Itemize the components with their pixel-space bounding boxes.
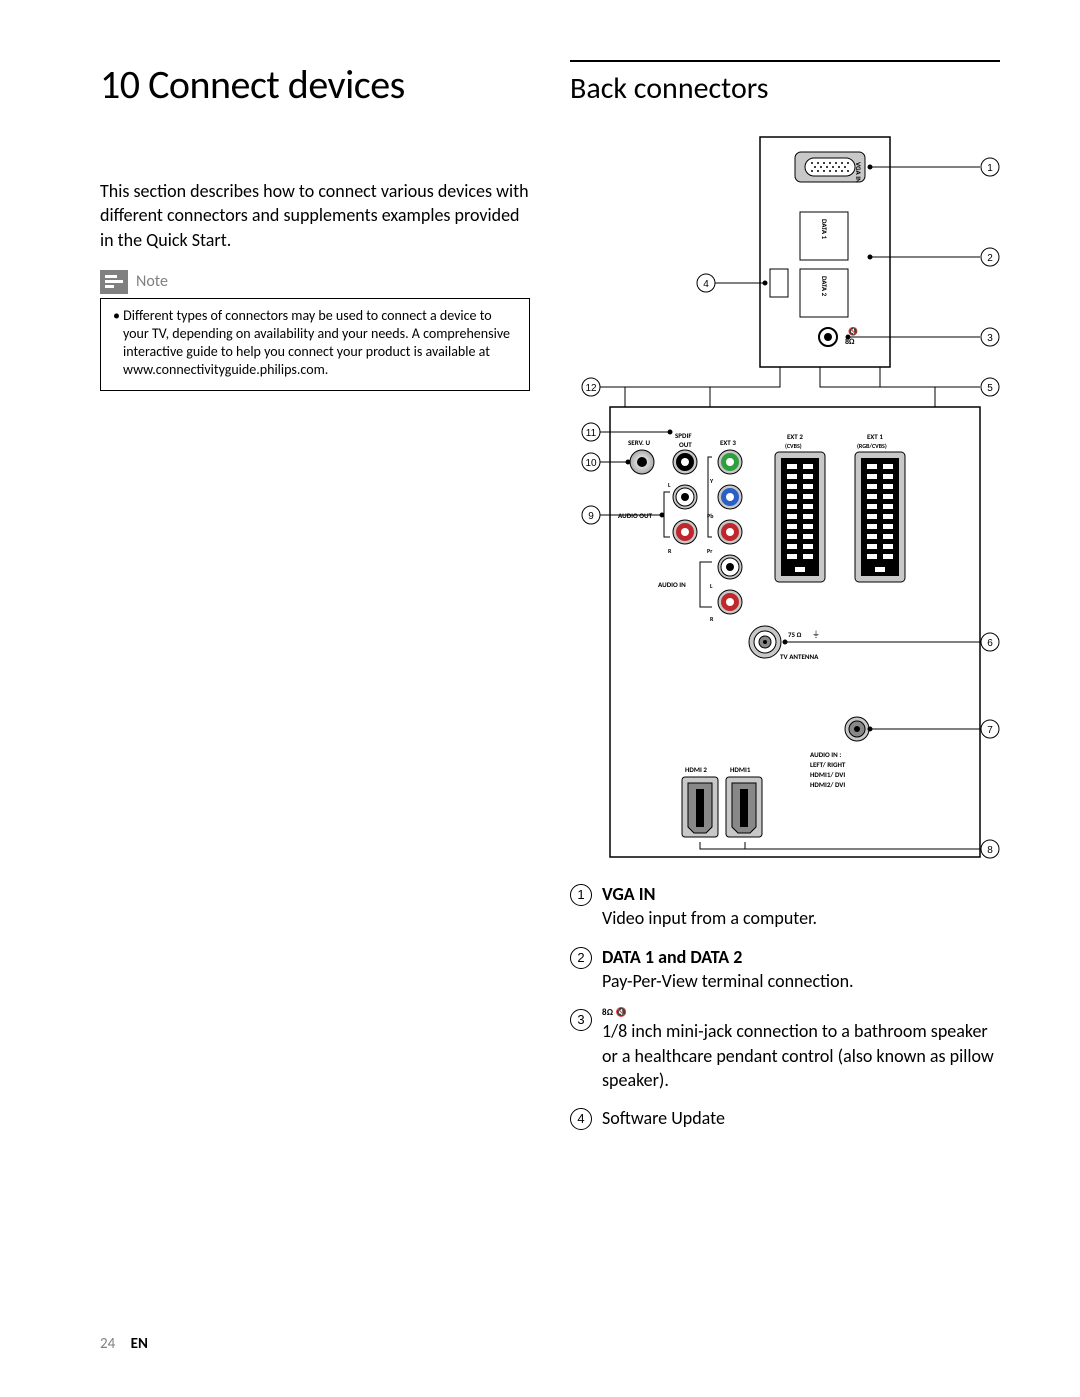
svg-text:3: 3 [987, 333, 993, 344]
connector-diagram: VGA IN DATA 1 DATA 2 🔇 8Ω [570, 127, 1000, 862]
callout-7: 7 [981, 720, 999, 738]
note-box: Different types of connectors may be use… [100, 298, 530, 391]
legend-desc: Video input from a computer. [602, 906, 817, 930]
legend-number: 4 [570, 1108, 592, 1130]
callout-9: 9 [582, 506, 600, 524]
legend-list: 1 VGA IN Video input from a computer. 2 … [570, 882, 1000, 1131]
legend-number: 2 [570, 947, 592, 969]
chapter-name: Connect devices [148, 60, 405, 109]
svg-text:Y: Y [709, 477, 714, 485]
svg-text:R: R [710, 615, 714, 623]
svg-text:EXT 2: EXT 2 [787, 432, 803, 441]
svg-text:4: 4 [703, 279, 709, 290]
svg-text:L: L [710, 582, 713, 590]
callout-11: 11 [582, 423, 600, 441]
svg-text:2: 2 [987, 253, 993, 264]
svg-text:⏚: ⏚ [812, 630, 820, 640]
svg-text:LEFT/ RIGHT: LEFT/ RIGHT [810, 760, 846, 769]
svg-text:Pr: Pr [707, 547, 713, 555]
svg-text:EXT 1: EXT 1 [867, 432, 883, 441]
callout-8: 8 [981, 840, 999, 858]
svg-text:(RGB/CVBS): (RGB/CVBS) [857, 442, 887, 450]
legend-desc: 1/8 inch mini-jack connection to a bathr… [602, 1019, 1000, 1092]
legend-mini: 8Ω 🔇 [602, 1007, 1000, 1019]
svg-text:OUT: OUT [679, 440, 692, 449]
note-icon [100, 270, 128, 294]
callout-2: 2 [981, 248, 999, 266]
legend-item-4: 4 Software Update [570, 1106, 1000, 1130]
callout-3: 3 [981, 328, 999, 346]
chapter-number: 10 [100, 60, 140, 109]
svg-text:SERV. U: SERV. U [628, 438, 651, 447]
page-lang: EN [131, 1335, 148, 1353]
page-number: 24 [100, 1335, 115, 1353]
label-data2: DATA 2 [820, 276, 829, 297]
svg-text:9: 9 [588, 511, 594, 522]
callout-12: 12 [582, 378, 600, 396]
svg-text:HDMI1: HDMI1 [730, 765, 751, 774]
callout-6: 6 [981, 633, 999, 651]
svg-text:AUDIO IN :: AUDIO IN : [810, 750, 841, 759]
right-column: Back connectors [570, 60, 1000, 1145]
note-label: Note [136, 272, 168, 291]
legend-title: DATA 1 and DATA 2 [602, 945, 854, 969]
svg-text:75 Ω: 75 Ω [788, 630, 802, 639]
callout-5: 5 [981, 378, 999, 396]
callout-4: 4 [697, 274, 715, 292]
legend-item-2: 2 DATA 1 and DATA 2 Pay-Per-View termina… [570, 945, 1000, 994]
page-footer: 24 EN [100, 1335, 148, 1353]
legend-number: 3 [570, 1009, 592, 1031]
callout-1: 1 [981, 158, 999, 176]
note-text: Different types of connectors may be use… [113, 307, 517, 380]
svg-text:R: R [668, 547, 672, 555]
svg-text:HDMI2/ DVI: HDMI2/ DVI [810, 780, 845, 789]
left-column: 10 Connect devices This section describe… [100, 60, 530, 1145]
svg-text:12: 12 [585, 383, 597, 394]
legend-number: 1 [570, 884, 592, 906]
svg-text:10: 10 [585, 458, 597, 469]
svg-text:EXT 3: EXT 3 [720, 438, 736, 447]
svg-text:L: L [668, 481, 671, 489]
chapter-title: 10 Connect devices [100, 60, 530, 109]
callout-10: 10 [582, 453, 600, 471]
legend-item-3: 3 8Ω 🔇 1/8 inch mini-jack connection to … [570, 1007, 1000, 1092]
note-header: Note [100, 270, 530, 294]
svg-text:SPDIF: SPDIF [675, 431, 692, 440]
label-data1: DATA 1 [820, 219, 829, 240]
intro-paragraph: This section describes how to connect va… [100, 179, 530, 252]
svg-text:(CVBS): (CVBS) [785, 442, 802, 450]
svg-text:7: 7 [987, 725, 993, 736]
svg-text:HDMI1/ DVI: HDMI1/ DVI [810, 770, 845, 779]
svg-text:1: 1 [987, 163, 993, 174]
svg-text:5: 5 [987, 383, 993, 394]
svg-text:HDMI 2: HDMI 2 [685, 765, 707, 774]
svg-text:6: 6 [987, 638, 993, 649]
section-title: Back connectors [570, 70, 1000, 107]
legend-desc: Pay-Per-View terminal connection. [602, 969, 854, 993]
legend-title: VGA IN [602, 882, 817, 906]
svg-text:8: 8 [987, 845, 993, 856]
legend-title: Software Update [602, 1106, 725, 1130]
legend-item-1: 1 VGA IN Video input from a computer. [570, 882, 1000, 931]
svg-text:AUDIO IN: AUDIO IN [658, 580, 686, 589]
svg-text:TV ANTENNA: TV ANTENNA [780, 652, 819, 661]
label-vga: VGA IN [854, 162, 863, 183]
section-rule [570, 60, 1000, 62]
svg-text:11: 11 [586, 428, 597, 439]
